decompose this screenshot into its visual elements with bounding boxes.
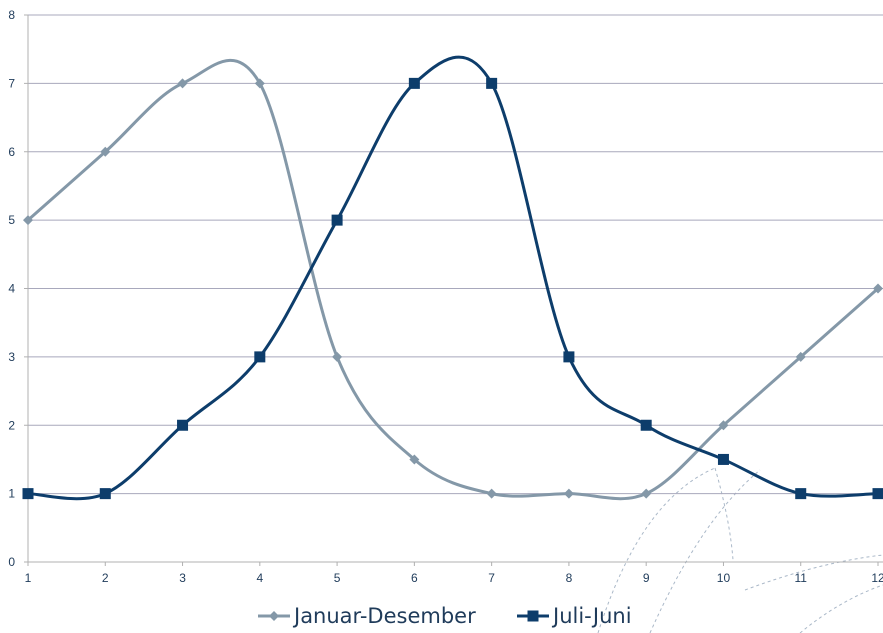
x-tick-label: 3 bbox=[179, 571, 186, 585]
y-tick-label: 0 bbox=[8, 555, 15, 569]
x-tick-label: 6 bbox=[411, 571, 418, 585]
y-tick-label: 7 bbox=[8, 76, 15, 90]
series-line-1 bbox=[26, 59, 880, 501]
data-point-series-2 bbox=[872, 488, 883, 500]
data-point-series-1 bbox=[486, 488, 497, 499]
data-point-series-1 bbox=[332, 351, 343, 362]
y-tick-label: 8 bbox=[8, 8, 15, 22]
decorative-watermark bbox=[597, 467, 883, 633]
y-tick-label: 3 bbox=[8, 350, 15, 364]
data-point-series-2 bbox=[254, 351, 266, 363]
data-point-series-1 bbox=[23, 215, 33, 226]
decorative-arc bbox=[714, 467, 734, 561]
data-point-series-2 bbox=[795, 488, 807, 500]
x-tick-label: 10 bbox=[717, 571, 731, 585]
legend: Januar-Desember Juli-Juni bbox=[258, 604, 632, 628]
x-tick-label: 9 bbox=[643, 571, 650, 585]
data-point-series-2 bbox=[408, 77, 420, 89]
x-axis-tick-labels: 1 2 3 4 5 6 7 8 9 10 11 12 bbox=[25, 571, 883, 585]
x-tick-label: 4 bbox=[256, 571, 263, 585]
legend-label-1: Januar-Desember bbox=[292, 604, 476, 628]
data-point-series-1 bbox=[641, 488, 652, 499]
x-tick-label: 5 bbox=[334, 571, 341, 585]
data-point-series-1 bbox=[254, 78, 265, 89]
axes bbox=[24, 14, 883, 566]
x-tick-label: 1 bbox=[25, 571, 32, 585]
legend-marker-1 bbox=[269, 611, 279, 621]
data-point-series-2 bbox=[563, 351, 575, 363]
data-point-series-2 bbox=[177, 419, 189, 431]
decorative-arc bbox=[649, 469, 761, 633]
data-point-series-2 bbox=[640, 419, 652, 431]
gridlines bbox=[28, 14, 883, 495]
data-point-series-1 bbox=[718, 420, 729, 431]
y-axis-tick-labels: 0 1 2 3 4 5 6 7 8 bbox=[8, 8, 15, 569]
data-point-series-1 bbox=[409, 454, 420, 465]
legend-marker-2 bbox=[527, 610, 539, 622]
decorative-arc bbox=[744, 554, 883, 591]
data-point-series-1 bbox=[177, 78, 188, 89]
decorative-arc bbox=[799, 584, 883, 633]
series-markers bbox=[22, 77, 883, 500]
y-tick-label: 5 bbox=[8, 213, 15, 227]
x-tick-label: 2 bbox=[102, 571, 109, 585]
data-point-series-2 bbox=[331, 214, 343, 226]
y-tick-label: 6 bbox=[8, 145, 15, 159]
data-point-series-2 bbox=[486, 77, 498, 89]
x-tick-label: 11 bbox=[794, 571, 807, 585]
decorative-arc bbox=[597, 467, 716, 633]
data-point-series-2 bbox=[99, 488, 111, 500]
data-point-series-1 bbox=[100, 146, 111, 157]
legend-label-2: Juli-Juni bbox=[551, 604, 632, 628]
x-tick-label: 7 bbox=[488, 571, 495, 585]
series-lines bbox=[26, 55, 880, 501]
data-point-series-1 bbox=[873, 283, 883, 294]
x-tick-label: 8 bbox=[566, 571, 573, 585]
data-point-series-2 bbox=[717, 453, 729, 465]
x-tick-label: 12 bbox=[871, 571, 883, 585]
y-tick-label: 2 bbox=[8, 418, 15, 432]
data-point-series-1 bbox=[563, 488, 574, 499]
data-point-series-1 bbox=[795, 351, 806, 362]
data-point-series-2 bbox=[22, 488, 34, 500]
series-line-2 bbox=[26, 55, 880, 501]
y-tick-label: 4 bbox=[8, 282, 15, 296]
y-tick-label: 1 bbox=[8, 487, 15, 501]
